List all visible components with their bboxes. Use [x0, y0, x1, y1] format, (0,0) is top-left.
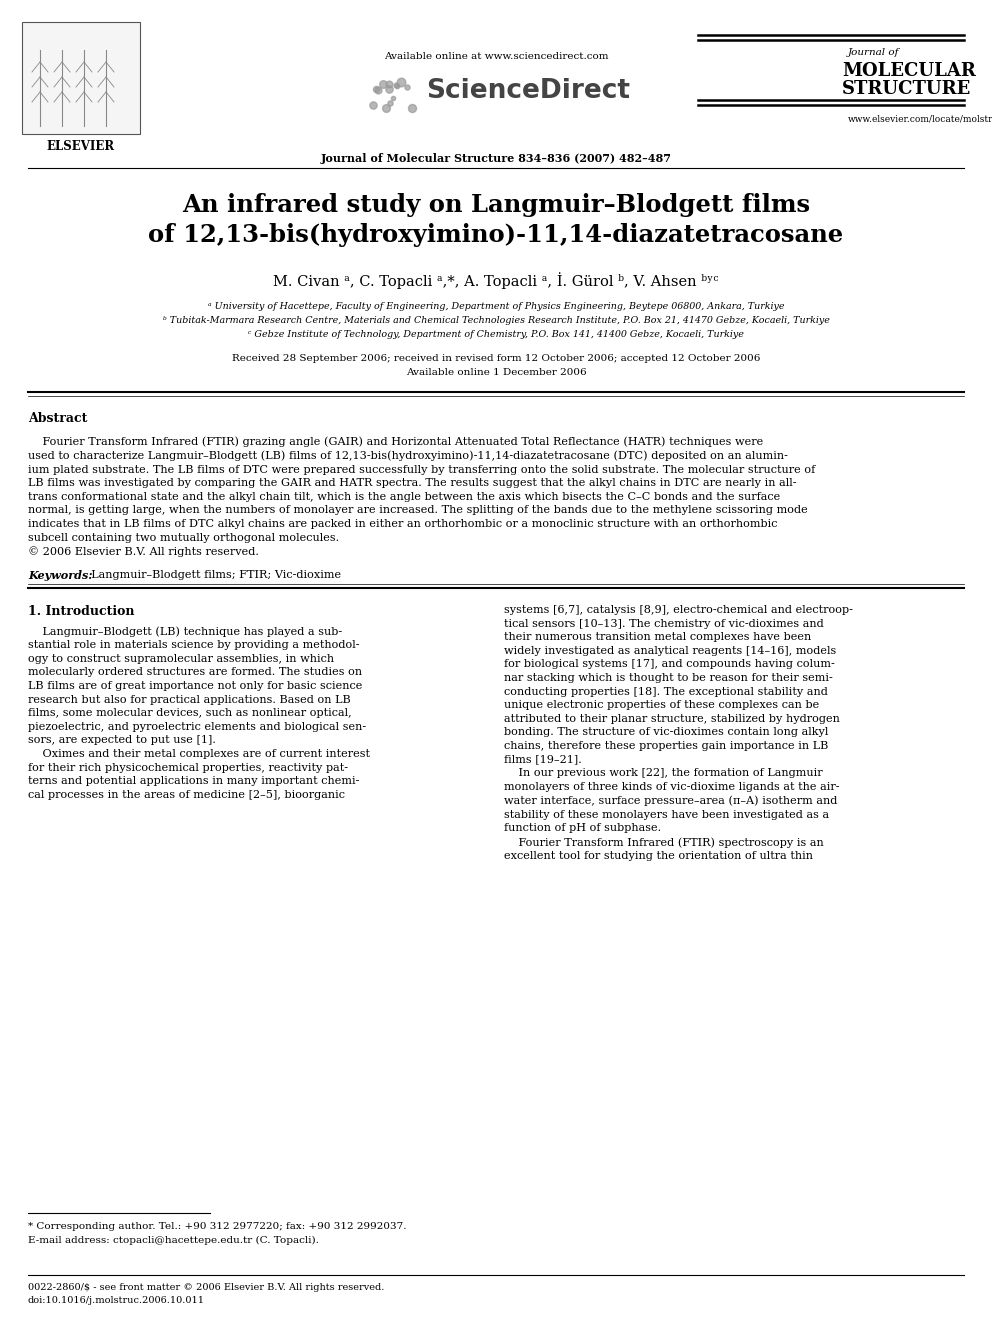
Point	[379, 97, 395, 118]
Text: An infrared study on Langmuir–Blodgett films: An infrared study on Langmuir–Blodgett f…	[182, 193, 810, 217]
Text: 0022-2860/$ - see front matter © 2006 Elsevier B.V. All rights reserved.: 0022-2860/$ - see front matter © 2006 El…	[28, 1283, 384, 1293]
Point	[370, 79, 386, 101]
Point	[389, 75, 405, 97]
Text: E-mail address: ctopacli@hacettepe.edu.tr (C. Topacli).: E-mail address: ctopacli@hacettepe.edu.t…	[28, 1236, 318, 1245]
Text: STRUCTURE: STRUCTURE	[842, 79, 971, 98]
Text: ᵃ University of Hacettepe, Faculty of Engineering, Department of Physics Enginee: ᵃ University of Hacettepe, Faculty of En…	[207, 302, 785, 311]
Point	[381, 78, 397, 99]
Point	[382, 74, 398, 95]
Text: MOLECULAR: MOLECULAR	[842, 62, 976, 79]
Point	[375, 73, 391, 94]
Text: ELSEVIER: ELSEVIER	[47, 140, 115, 153]
Point	[365, 95, 381, 116]
Text: www.elsevier.com/locate/molstruc: www.elsevier.com/locate/molstruc	[848, 115, 992, 124]
Text: Journal of Molecular Structure 834–836 (2007) 482–487: Journal of Molecular Structure 834–836 (…	[320, 153, 672, 164]
Point	[382, 93, 398, 114]
Text: systems [6,7], catalysis [8,9], electro-chemical and electroop-
tical sensors [1: systems [6,7], catalysis [8,9], electro-…	[504, 605, 853, 861]
Text: * Corresponding author. Tel.: +90 312 2977220; fax: +90 312 2992037.: * Corresponding author. Tel.: +90 312 29…	[28, 1222, 407, 1230]
Text: 1. Introduction: 1. Introduction	[28, 605, 135, 618]
Text: ScienceDirect: ScienceDirect	[426, 78, 630, 105]
Text: Journal of: Journal of	[848, 48, 900, 57]
Point	[385, 87, 401, 108]
Point	[404, 98, 420, 119]
Text: Received 28 September 2006; received in revised form 12 October 2006; accepted 1: Received 28 September 2006; received in …	[232, 355, 760, 363]
Bar	[22, 22, 140, 134]
Text: Available online 1 December 2006: Available online 1 December 2006	[406, 368, 586, 377]
Point	[368, 78, 384, 99]
Text: Langmuir–Blodgett films; FTIR; Vic-dioxime: Langmuir–Blodgett films; FTIR; Vic-dioxi…	[84, 570, 341, 579]
Point	[389, 75, 405, 97]
Text: of 12,13-bis(hydroxyimino)-11,14-diazatetracosane: of 12,13-bis(hydroxyimino)-11,14-diazate…	[149, 224, 843, 247]
Text: Fourier Transform Infrared (FTIR) grazing angle (GAIR) and Horizontal Attenuated: Fourier Transform Infrared (FTIR) grazin…	[28, 437, 815, 557]
Text: doi:10.1016/j.molstruc.2006.10.011: doi:10.1016/j.molstruc.2006.10.011	[28, 1297, 205, 1304]
Text: Langmuir–Blodgett (LB) technique has played a sub-
stantial role in materials sc: Langmuir–Blodgett (LB) technique has pla…	[28, 626, 370, 800]
Text: M. Civan ᵃ, C. Topacli ᵃ,*, A. Topacli ᵃ, İ. Gürol ᵇ, V. Ahsen ᵇʸᶜ: M. Civan ᵃ, C. Topacli ᵃ,*, A. Topacli ᵃ…	[273, 273, 719, 288]
Text: ᵇ Tubitak-Marmara Research Centre, Materials and Chemical Technologies Research : ᵇ Tubitak-Marmara Research Centre, Mater…	[163, 316, 829, 325]
Point	[393, 71, 409, 93]
Text: Available online at www.sciencedirect.com: Available online at www.sciencedirect.co…	[384, 52, 608, 61]
Text: Keywords:: Keywords:	[28, 570, 92, 581]
Point	[399, 77, 415, 98]
Text: ᶜ Gebze Institute of Technology, Department of Chemistry, P.O. Box 141, 41400 Ge: ᶜ Gebze Institute of Technology, Departm…	[248, 329, 744, 339]
Text: Abstract: Abstract	[28, 411, 87, 425]
